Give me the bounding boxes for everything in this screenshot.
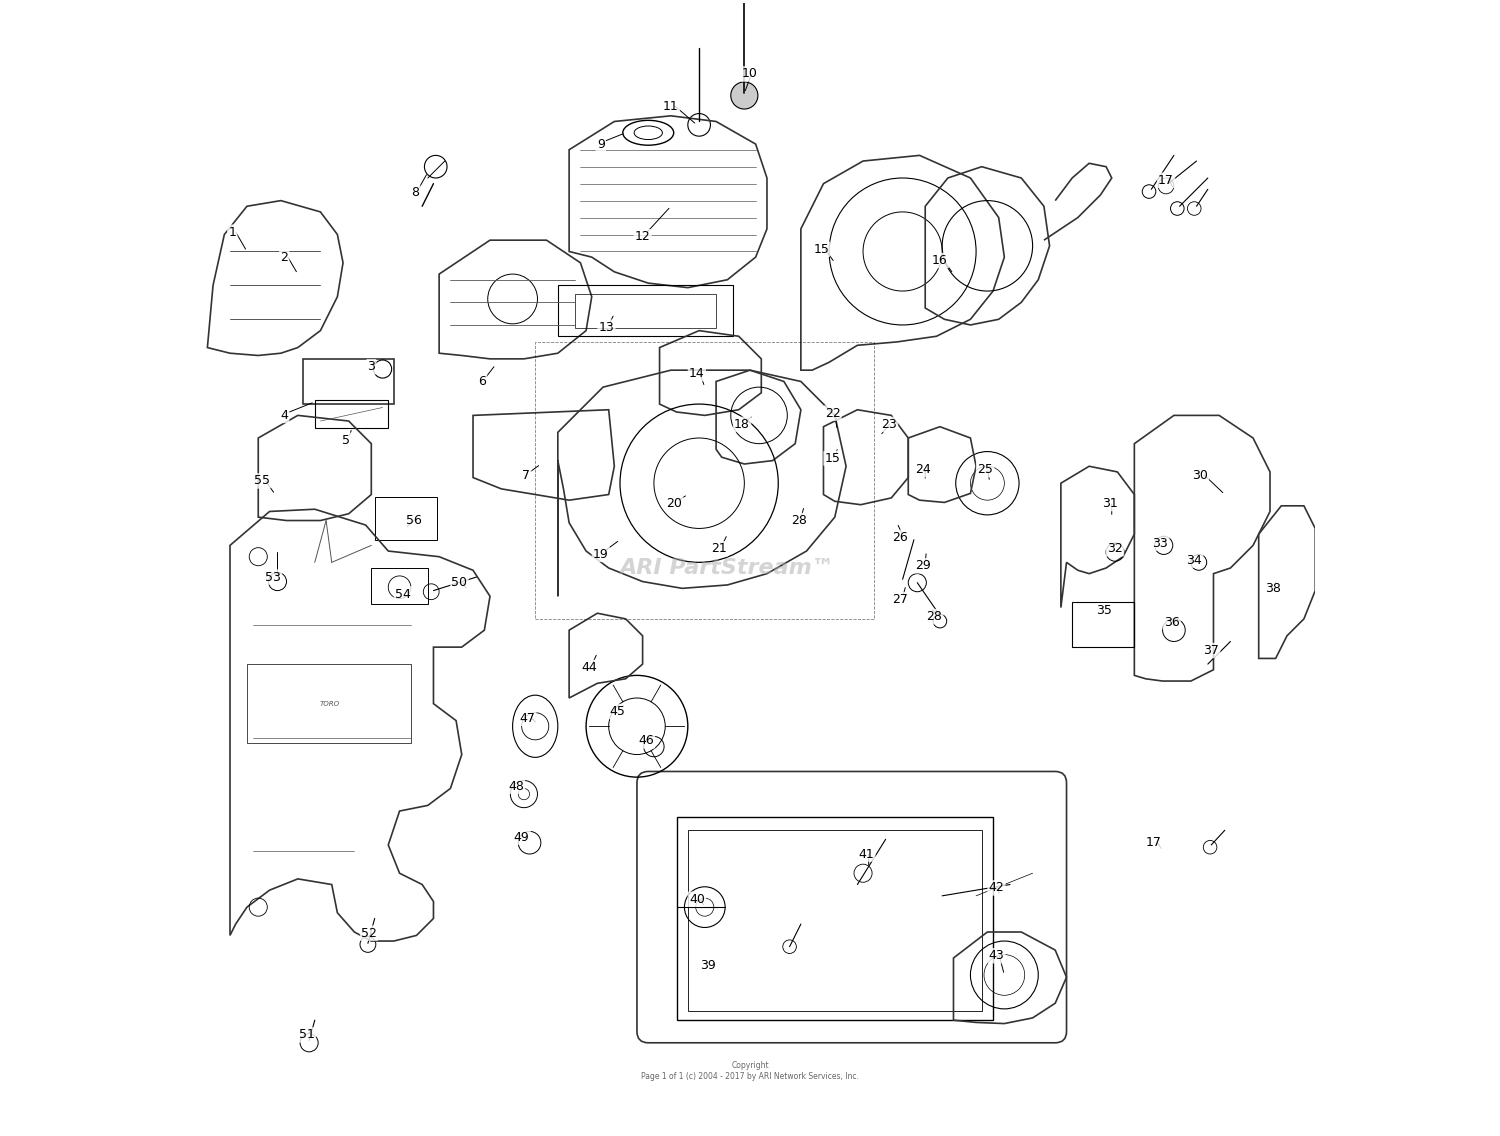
Text: 48: 48: [509, 779, 524, 793]
Text: 11: 11: [663, 100, 678, 114]
Text: 43: 43: [988, 950, 1005, 962]
Bar: [248, 665, 411, 743]
Text: 22: 22: [825, 407, 840, 419]
Bar: [1072, 602, 1134, 648]
Text: 42: 42: [988, 882, 1005, 894]
Text: 36: 36: [1164, 616, 1179, 628]
Text: 55: 55: [254, 475, 270, 487]
Text: 16: 16: [932, 254, 948, 267]
Text: 14: 14: [688, 367, 705, 381]
Text: Copyright
Page 1 of 1 (c) 2004 - 2017 by ARI Network Services, Inc.: Copyright Page 1 of 1 (c) 2004 - 2017 by…: [640, 1061, 860, 1080]
Bar: [676, 817, 993, 1020]
Text: 50: 50: [452, 576, 468, 590]
Text: 7: 7: [522, 469, 530, 482]
Bar: [574, 294, 716, 328]
Text: 4: 4: [280, 409, 288, 421]
Text: 38: 38: [1266, 582, 1281, 595]
Text: 41: 41: [858, 847, 874, 860]
Text: 20: 20: [666, 498, 682, 510]
Bar: [558, 285, 734, 336]
Text: 15: 15: [825, 452, 840, 465]
Text: 24: 24: [915, 463, 932, 476]
Text: 8: 8: [411, 186, 420, 199]
Text: 32: 32: [1107, 542, 1124, 556]
Bar: [315, 400, 388, 428]
Text: 17: 17: [1158, 174, 1174, 186]
Text: 27: 27: [892, 593, 909, 607]
Text: 12: 12: [634, 231, 651, 243]
Text: 35: 35: [1096, 604, 1112, 618]
Bar: [372, 568, 427, 604]
Text: 23: 23: [880, 418, 897, 431]
Text: TORO: TORO: [320, 701, 339, 707]
Text: 13: 13: [598, 320, 615, 334]
Text: 37: 37: [1203, 644, 1219, 657]
Text: 40: 40: [688, 893, 705, 905]
Bar: [688, 830, 981, 1011]
Text: 2: 2: [280, 251, 288, 264]
Text: 1: 1: [228, 226, 236, 239]
Text: 17: 17: [1146, 836, 1161, 850]
Text: 10: 10: [742, 67, 758, 81]
Text: 47: 47: [519, 712, 536, 725]
Text: 51: 51: [298, 1028, 315, 1042]
Text: 5: 5: [342, 434, 351, 446]
Text: 26: 26: [892, 531, 908, 544]
Text: ARI PartStream™: ARI PartStream™: [620, 558, 836, 578]
Circle shape: [730, 82, 758, 109]
Bar: [375, 496, 436, 540]
Text: 30: 30: [1192, 469, 1208, 482]
Text: 31: 31: [1101, 498, 1118, 510]
Text: 33: 33: [1152, 536, 1168, 550]
Text: 39: 39: [700, 960, 715, 972]
Text: 52: 52: [362, 927, 376, 939]
Text: 29: 29: [915, 559, 932, 573]
Text: 34: 34: [1186, 553, 1202, 567]
Text: 18: 18: [734, 418, 750, 431]
Text: 3: 3: [368, 360, 375, 374]
Text: 56: 56: [406, 513, 422, 527]
Text: 28: 28: [927, 610, 942, 624]
Text: 46: 46: [638, 735, 654, 747]
Text: 45: 45: [610, 705, 626, 718]
Text: 49: 49: [514, 830, 529, 844]
Text: 25: 25: [976, 463, 993, 476]
Text: 53: 53: [266, 570, 280, 584]
Text: 21: 21: [711, 542, 728, 556]
Text: 19: 19: [592, 548, 609, 561]
Text: 15: 15: [813, 243, 830, 256]
Text: 44: 44: [582, 661, 597, 674]
Text: 6: 6: [478, 375, 486, 389]
Text: 9: 9: [597, 137, 604, 151]
Text: 54: 54: [394, 587, 411, 601]
Text: 28: 28: [790, 513, 807, 527]
